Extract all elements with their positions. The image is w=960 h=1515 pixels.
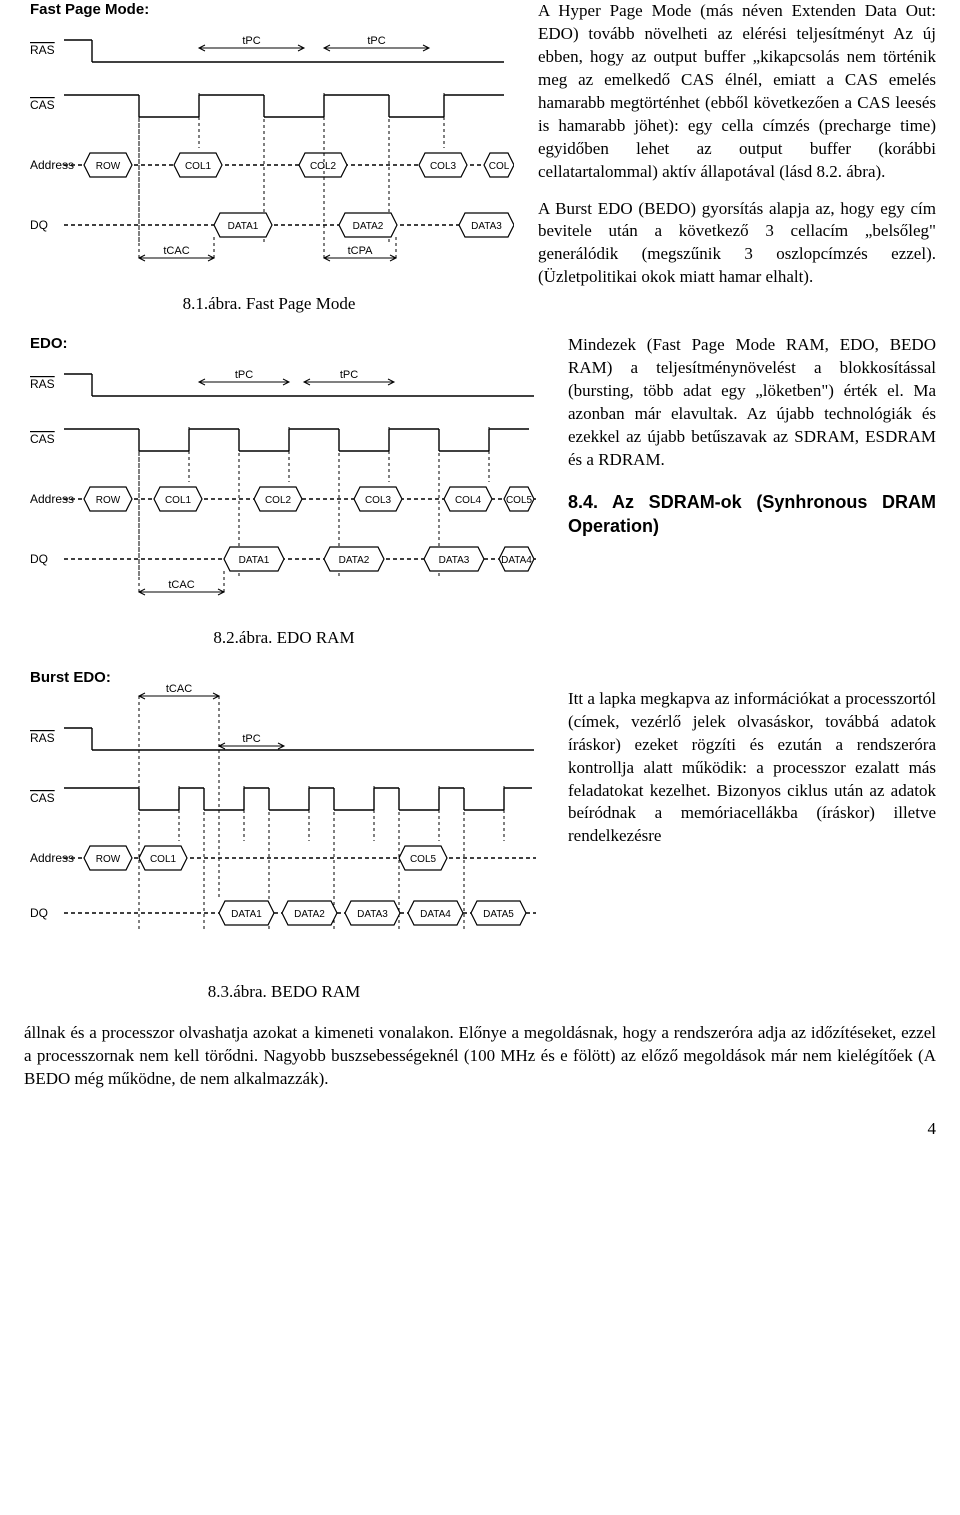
svg-text:CAS: CAS [30, 432, 55, 446]
svg-text:CAS: CAS [30, 98, 55, 112]
svg-text:COL5: COL5 [410, 854, 437, 865]
svg-text:COL2: COL2 [265, 495, 292, 506]
svg-text:ROW: ROW [96, 495, 121, 506]
paragraph-2: A Burst EDO (BEDO) gyorsítás alapja az, … [538, 198, 936, 290]
svg-text:DATA2: DATA2 [339, 555, 370, 566]
figure-2: EDO: RASCASAddressDQtPCtPCROWCOL1COL2COL… [24, 334, 544, 650]
svg-text:DATA4: DATA4 [501, 555, 532, 566]
svg-text:tPC: tPC [340, 369, 358, 381]
svg-text:ROW: ROW [96, 854, 121, 865]
svg-text:DQ: DQ [30, 218, 48, 232]
svg-text:COL2: COL2 [310, 161, 337, 172]
svg-text:COL4: COL4 [455, 495, 482, 506]
figure-3-title: Burst EDO: [30, 668, 111, 688]
svg-text:DATA1: DATA1 [231, 909, 262, 920]
paragraph-4a: Itt a lapka megkapva az információkat a … [568, 688, 936, 849]
text-col-2: Mindezek (Fast Page Mode RAM, EDO, BEDO … [568, 334, 936, 650]
svg-text:RAS: RAS [30, 377, 55, 391]
svg-text:COL1: COL1 [150, 854, 177, 865]
figure-3-diagram: RASCASAddressDQtPCtCACROWCOL1COL5DATA1DA… [24, 668, 544, 968]
svg-text:COL: COL [489, 161, 510, 172]
svg-text:COL1: COL1 [185, 161, 212, 172]
svg-text:COL3: COL3 [365, 495, 392, 506]
figure-1: Fast Page Mode: RASCASAddressDQtPCtPCROW… [24, 0, 514, 316]
svg-text:tPC: tPC [235, 369, 253, 381]
figure-3: Burst EDO: RASCASAddressDQtPCtCACROWCOL1… [24, 668, 544, 1004]
svg-text:DATA2: DATA2 [353, 221, 384, 232]
svg-text:RAS: RAS [30, 43, 55, 57]
heading-8-4: 8.4. Az SDRAM-ok (Synhronous DRAM Operat… [568, 490, 936, 539]
svg-text:tCAC: tCAC [168, 579, 194, 591]
svg-text:tCAC: tCAC [166, 683, 192, 695]
svg-text:DATA3: DATA3 [471, 221, 502, 232]
svg-text:DQ: DQ [30, 906, 48, 920]
svg-text:COL1: COL1 [165, 495, 192, 506]
svg-text:tCAC: tCAC [163, 245, 189, 257]
text-col-1: A Hyper Page Mode (más néven Extenden Da… [538, 0, 936, 316]
figure-1-caption: 8.1.ábra. Fast Page Mode [183, 293, 356, 316]
svg-text:DATA1: DATA1 [239, 555, 270, 566]
svg-text:DQ: DQ [30, 552, 48, 566]
paragraph-1: A Hyper Page Mode (más néven Extenden Da… [538, 0, 936, 184]
svg-text:tPC: tPC [242, 733, 260, 745]
svg-text:COL3: COL3 [430, 161, 457, 172]
figure-1-title: Fast Page Mode: [30, 0, 149, 20]
svg-text:CAS: CAS [30, 791, 55, 805]
svg-text:DATA1: DATA1 [228, 221, 259, 232]
page-number: 4 [24, 1118, 936, 1141]
figure-1-diagram: RASCASAddressDQtPCtPCROWCOL1COL2COL3COLD… [24, 0, 514, 280]
figure-3-caption: 8.3.ábra. BEDO RAM [208, 981, 361, 1004]
figure-2-title: EDO: [30, 334, 68, 354]
paragraph-4b: állnak és a processzor olvashatja azokat… [24, 1022, 936, 1091]
svg-text:tCPA: tCPA [348, 245, 374, 257]
svg-text:RAS: RAS [30, 731, 55, 745]
paragraph-3: Mindezek (Fast Page Mode RAM, EDO, BEDO … [568, 334, 936, 472]
figure-2-diagram: RASCASAddressDQtPCtPCROWCOL1COL2COL3COL4… [24, 334, 544, 614]
svg-text:DATA3: DATA3 [357, 909, 388, 920]
svg-text:COL5: COL5 [506, 495, 533, 506]
svg-text:ROW: ROW [96, 161, 121, 172]
svg-text:tPC: tPC [367, 35, 385, 47]
svg-text:DATA4: DATA4 [420, 909, 451, 920]
svg-text:DATA3: DATA3 [439, 555, 470, 566]
text-col-3: Itt a lapka megkapva az információkat a … [568, 668, 936, 1004]
figure-2-caption: 8.2.ábra. EDO RAM [213, 627, 354, 650]
svg-text:DATA5: DATA5 [483, 909, 514, 920]
svg-text:DATA2: DATA2 [294, 909, 325, 920]
svg-text:tPC: tPC [242, 35, 260, 47]
